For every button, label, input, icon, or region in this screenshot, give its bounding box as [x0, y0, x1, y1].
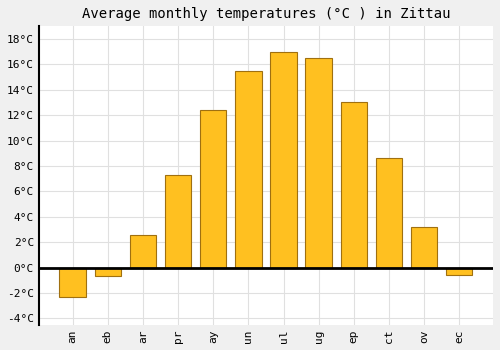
Bar [376, 158, 402, 267]
Bar [446, 267, 472, 275]
Bar [235, 71, 262, 267]
Bar [200, 110, 226, 267]
Bar [306, 58, 332, 267]
Bar [270, 52, 296, 267]
Bar [411, 227, 438, 267]
Bar [130, 234, 156, 267]
Title: Average monthly temperatures (°C ) in Zittau: Average monthly temperatures (°C ) in Zi… [82, 7, 450, 21]
Bar [165, 175, 191, 267]
Bar [94, 267, 121, 276]
Bar [60, 267, 86, 297]
Bar [340, 103, 367, 267]
